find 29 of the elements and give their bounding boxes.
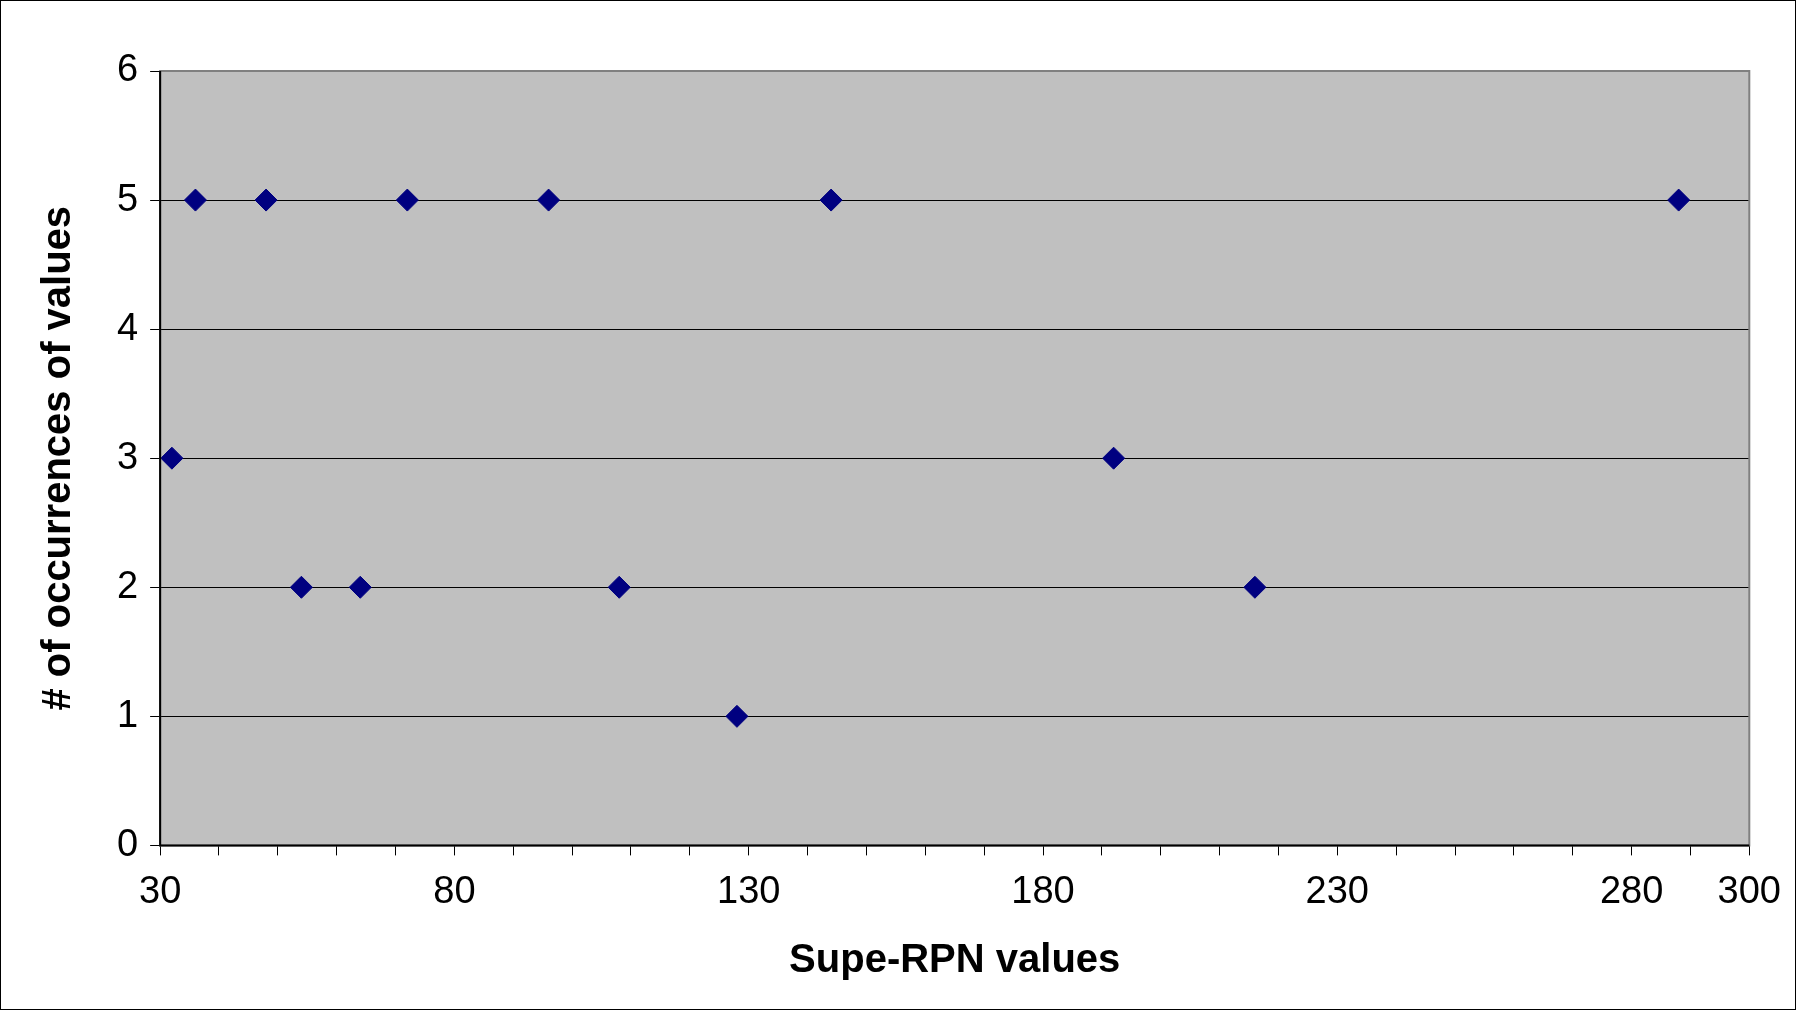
- point: [537, 188, 561, 212]
- point: [183, 188, 207, 212]
- point: [1243, 575, 1267, 599]
- point: [607, 575, 631, 599]
- point: [725, 704, 749, 728]
- x-tick-label: 280: [1599, 868, 1664, 911]
- point: [160, 446, 184, 470]
- x-tick-label: 80: [433, 868, 476, 911]
- y-axis-title: # of occurrences of values: [34, 205, 79, 711]
- point: [348, 575, 372, 599]
- point: [1667, 188, 1691, 212]
- point: [395, 188, 419, 212]
- point: [254, 188, 278, 212]
- point: [819, 188, 843, 212]
- point: [289, 575, 313, 599]
- y-tick-label: 4: [116, 305, 139, 348]
- y-tick-label: 6: [116, 47, 139, 90]
- x-axis-title: Supe-RPN values: [789, 936, 1121, 981]
- y-tick-label: 3: [116, 434, 139, 477]
- y-tick-label: 1: [116, 692, 139, 735]
- y-tick-label: 2: [116, 563, 139, 606]
- x-tick-label: 30: [138, 868, 182, 911]
- x-tick-label: 300: [1717, 868, 1781, 911]
- x-tick-label: 130: [717, 868, 781, 911]
- y-tick-label: 5: [116, 176, 139, 219]
- y-tick-label: 0: [116, 821, 139, 864]
- point: [1102, 446, 1126, 470]
- x-tick-label: 230: [1305, 868, 1369, 911]
- x-tick-label: 180: [1011, 868, 1075, 911]
